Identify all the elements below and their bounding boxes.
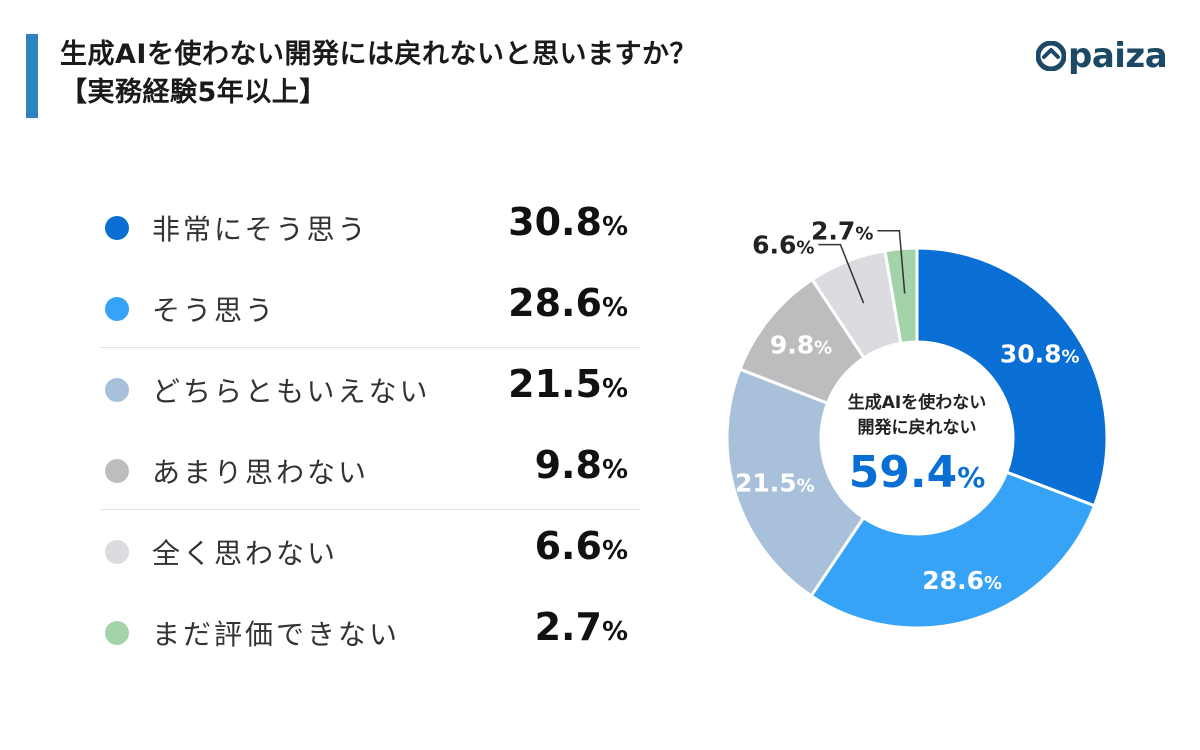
- logo-wordmark: paiza: [1068, 36, 1168, 76]
- slice-label: 9.8%: [770, 330, 832, 359]
- slice-label-number: 21.5: [735, 469, 797, 498]
- slice-labels: 30.8%28.6%21.5%9.8%6.6%2.7%: [735, 217, 1080, 595]
- center-label-line-1: 生成AIを使わない: [848, 392, 986, 413]
- slice-label-number: 30.8: [1000, 339, 1062, 368]
- legend-label: あまり思わない: [152, 456, 370, 489]
- slice-label-unit: %: [814, 337, 832, 358]
- legend-value-number: 21.5: [508, 362, 602, 406]
- paiza-logo-icon: [1036, 41, 1066, 71]
- legend-value-number: 28.6: [508, 281, 602, 325]
- leader-line: [818, 243, 865, 304]
- legend-value-unit: %: [601, 293, 628, 323]
- leader-lines: [818, 229, 906, 304]
- legend-value: 2.7%: [535, 605, 628, 649]
- slice-label-number: 2.7: [811, 217, 855, 246]
- title-accent-bar: [26, 34, 38, 118]
- donut-chart: 30.8%28.6%21.5%9.8%6.6%2.7% 生成AIを使わない 開発…: [725, 217, 1109, 630]
- legend-label: 非常にそう思う: [152, 213, 369, 246]
- legend-value-number: 2.7: [534, 605, 602, 649]
- slice-label: 6.6%: [752, 231, 814, 260]
- legend-value-unit: %: [601, 455, 628, 485]
- slice-label-unit: %: [796, 238, 814, 259]
- donut-hole: [821, 342, 1013, 534]
- slice-label-unit: %: [984, 573, 1002, 594]
- chart-title: 生成AIを使わない開発には戻れないと思いますか？ 【実務経験5年以上】: [60, 36, 697, 112]
- slice-label-number: 6.6: [752, 231, 796, 260]
- slice-label: 28.6%: [922, 566, 1002, 595]
- legend-label: 全く思わない: [152, 537, 339, 570]
- slice-label-unit: %: [797, 476, 815, 497]
- legend-label: どちらともいえない: [152, 375, 431, 408]
- title-line-1: 生成AIを使わない開発には戻れないと思いますか？: [60, 39, 697, 70]
- slice-label-unit: %: [1062, 346, 1080, 367]
- legend-value-number: 6.6: [534, 524, 602, 568]
- legend-value-unit: %: [601, 212, 628, 242]
- legend: 非常にそう思う 30.8% そう思う 28.6% どちらともいえない 21.5%…: [100, 188, 640, 674]
- donut-slices: [725, 246, 1109, 630]
- title-line-2: 【実務経験5年以上】: [60, 77, 327, 108]
- legend-label: まだ評価できない: [152, 618, 401, 651]
- legend-item: あまり思わない 9.8%: [100, 431, 640, 512]
- legend-value-number: 9.8: [534, 443, 602, 487]
- legend-label: そう思う: [152, 294, 277, 327]
- center-value: 59.4%: [849, 447, 986, 498]
- legend-item: どちらともいえない 21.5%: [100, 350, 640, 431]
- legend-swatch: [105, 540, 129, 564]
- slice-label: 30.8%: [1000, 339, 1080, 368]
- legend-swatch: [105, 621, 129, 645]
- center-value-unit: %: [957, 461, 985, 494]
- legend-value-unit: %: [601, 536, 628, 566]
- paiza-logo: paiza: [1036, 36, 1168, 76]
- legend-value: 9.8%: [535, 443, 628, 487]
- slice-label-number: 9.8: [770, 330, 814, 359]
- leader-line: [877, 229, 906, 294]
- legend-swatch: [105, 297, 129, 321]
- slice-label: 21.5%: [735, 469, 815, 498]
- legend-value-unit: %: [601, 374, 628, 404]
- legend-swatch: [105, 378, 129, 402]
- legend-item: 非常にそう思う 30.8%: [100, 188, 640, 269]
- legend-value: 28.6%: [508, 281, 628, 325]
- legend-value-number: 30.8: [508, 200, 602, 244]
- legend-swatch: [105, 459, 129, 483]
- legend-item: まだ評価できない 2.7%: [100, 593, 640, 674]
- legend-item: 全く思わない 6.6%: [100, 512, 640, 593]
- legend-value: 30.8%: [508, 200, 628, 244]
- slice-label-unit: %: [855, 224, 873, 245]
- legend-swatch: [105, 216, 129, 240]
- legend-value: 21.5%: [508, 362, 628, 406]
- slice-label-number: 28.6: [922, 566, 984, 595]
- legend-item: そう思う 28.6%: [100, 269, 640, 350]
- legend-value-unit: %: [601, 617, 628, 647]
- center-label-line-2: 開発に戻れない: [858, 417, 977, 438]
- center-value-number: 59.4: [849, 447, 958, 498]
- legend-value: 6.6%: [535, 524, 628, 568]
- slice-label: 2.7%: [811, 217, 873, 246]
